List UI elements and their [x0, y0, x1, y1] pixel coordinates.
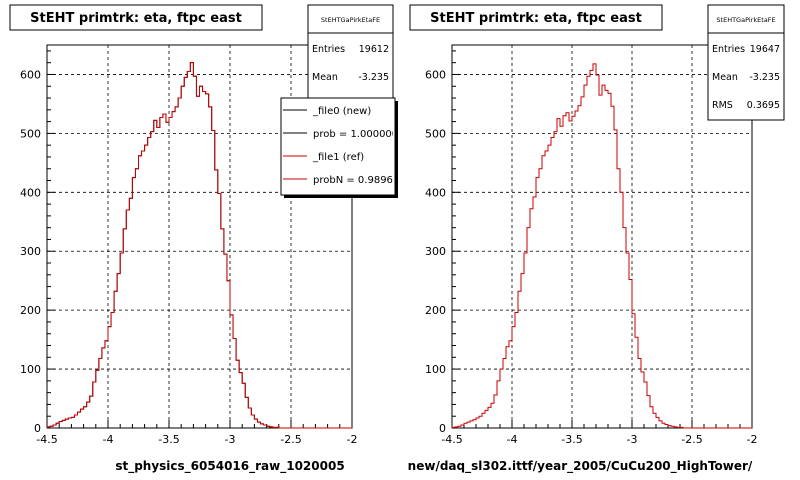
legend-entry: _file1 (ref) [312, 152, 364, 163]
y-tick-label: 100 [20, 363, 41, 376]
x-tick-label: -2 [747, 433, 758, 446]
stats-title: StEHTGaPirkEtaFE [321, 16, 380, 24]
x-axis-label: st_physics_6054016_raw_1020005 [115, 459, 344, 474]
legend-entry: prob = 1.000000 [313, 129, 398, 140]
y-tick-label: 0 [439, 422, 446, 435]
stats-title: StEHTGaPirkEtaFE [716, 16, 775, 24]
x-tick-label: -4.5 [441, 433, 462, 446]
x-tick-label: -3 [225, 433, 236, 446]
y-tick-label: 400 [20, 186, 41, 199]
stats-label: RMS [712, 100, 733, 111]
stats-label: Mean [712, 72, 738, 83]
stats-label: Entries [312, 44, 345, 55]
y-tick-label: 500 [20, 127, 41, 140]
stats-box [707, 4, 785, 121]
x-tick-label: -2.5 [280, 433, 301, 446]
grid-lines [47, 45, 352, 428]
x-tick-label: -3 [627, 433, 638, 446]
y-tick-label: 300 [425, 245, 446, 258]
stats-value: -3.235 [749, 72, 780, 83]
y-tick-label: 500 [425, 127, 446, 140]
chart-title: StEHT primtrk: eta, ftpc east [30, 11, 242, 26]
stats-value: 0.3695 [747, 100, 780, 111]
y-tick-label: 200 [20, 304, 41, 317]
y-tick-label: 0 [34, 422, 41, 435]
x-tick-label: -2 [347, 433, 358, 446]
histogram-series-ref [46, 62, 352, 429]
x-tick-label: -4 [103, 433, 114, 446]
stats-value: -3.235 [358, 72, 389, 83]
stats-value: 19647 [750, 44, 780, 55]
x-axis-label: new/daq_sl302.ittf/year_2005/CuCu200_Hig… [408, 459, 753, 474]
legend-entry: probN = 0.989660 [313, 175, 406, 186]
stats-label: Entries [712, 44, 745, 55]
y-tick-label: 300 [20, 245, 41, 258]
histogram-panel-2: -4.5 -4 -3.5 -3 -2.5 -2 0 100 200 300 400 500 600 StE… [408, 4, 785, 474]
x-tick-label: -3.5 [561, 433, 582, 446]
legend-entry: _file0 (new) [312, 106, 371, 117]
grid-lines [452, 45, 752, 428]
plot-frame [451, 44, 753, 429]
title-box [9, 4, 263, 31]
y-tick-label: 600 [425, 68, 446, 81]
title-box [409, 4, 663, 31]
plot-frame [46, 44, 353, 429]
chart-title: StEHT primtrk: eta, ftpc east [430, 11, 642, 26]
stats-label: Mean [312, 72, 338, 83]
stats-value: 19612 [359, 44, 389, 55]
x-tick-label: -4.5 [36, 433, 57, 446]
y-tick-label: 600 [20, 68, 41, 81]
y-tick-label: 200 [425, 304, 446, 317]
y-tick-label: 100 [425, 363, 446, 376]
histogram-series-ref [451, 63, 752, 429]
x-tick-label: -4 [507, 433, 518, 446]
legend-entries: _file0 (new) prob = 1.000000 _file1 (ref) p… [283, 106, 406, 186]
y-tick-label: 400 [425, 186, 446, 199]
x-tick-label: -2.5 [681, 433, 702, 446]
stats-box [307, 4, 394, 104]
x-tick-label: -3.5 [158, 433, 179, 446]
histogram-panel-1: -4.5 -4 -3.5 -3 -2.5 -2 0 100 200 300 400 500 600 StE… [9, 4, 406, 474]
